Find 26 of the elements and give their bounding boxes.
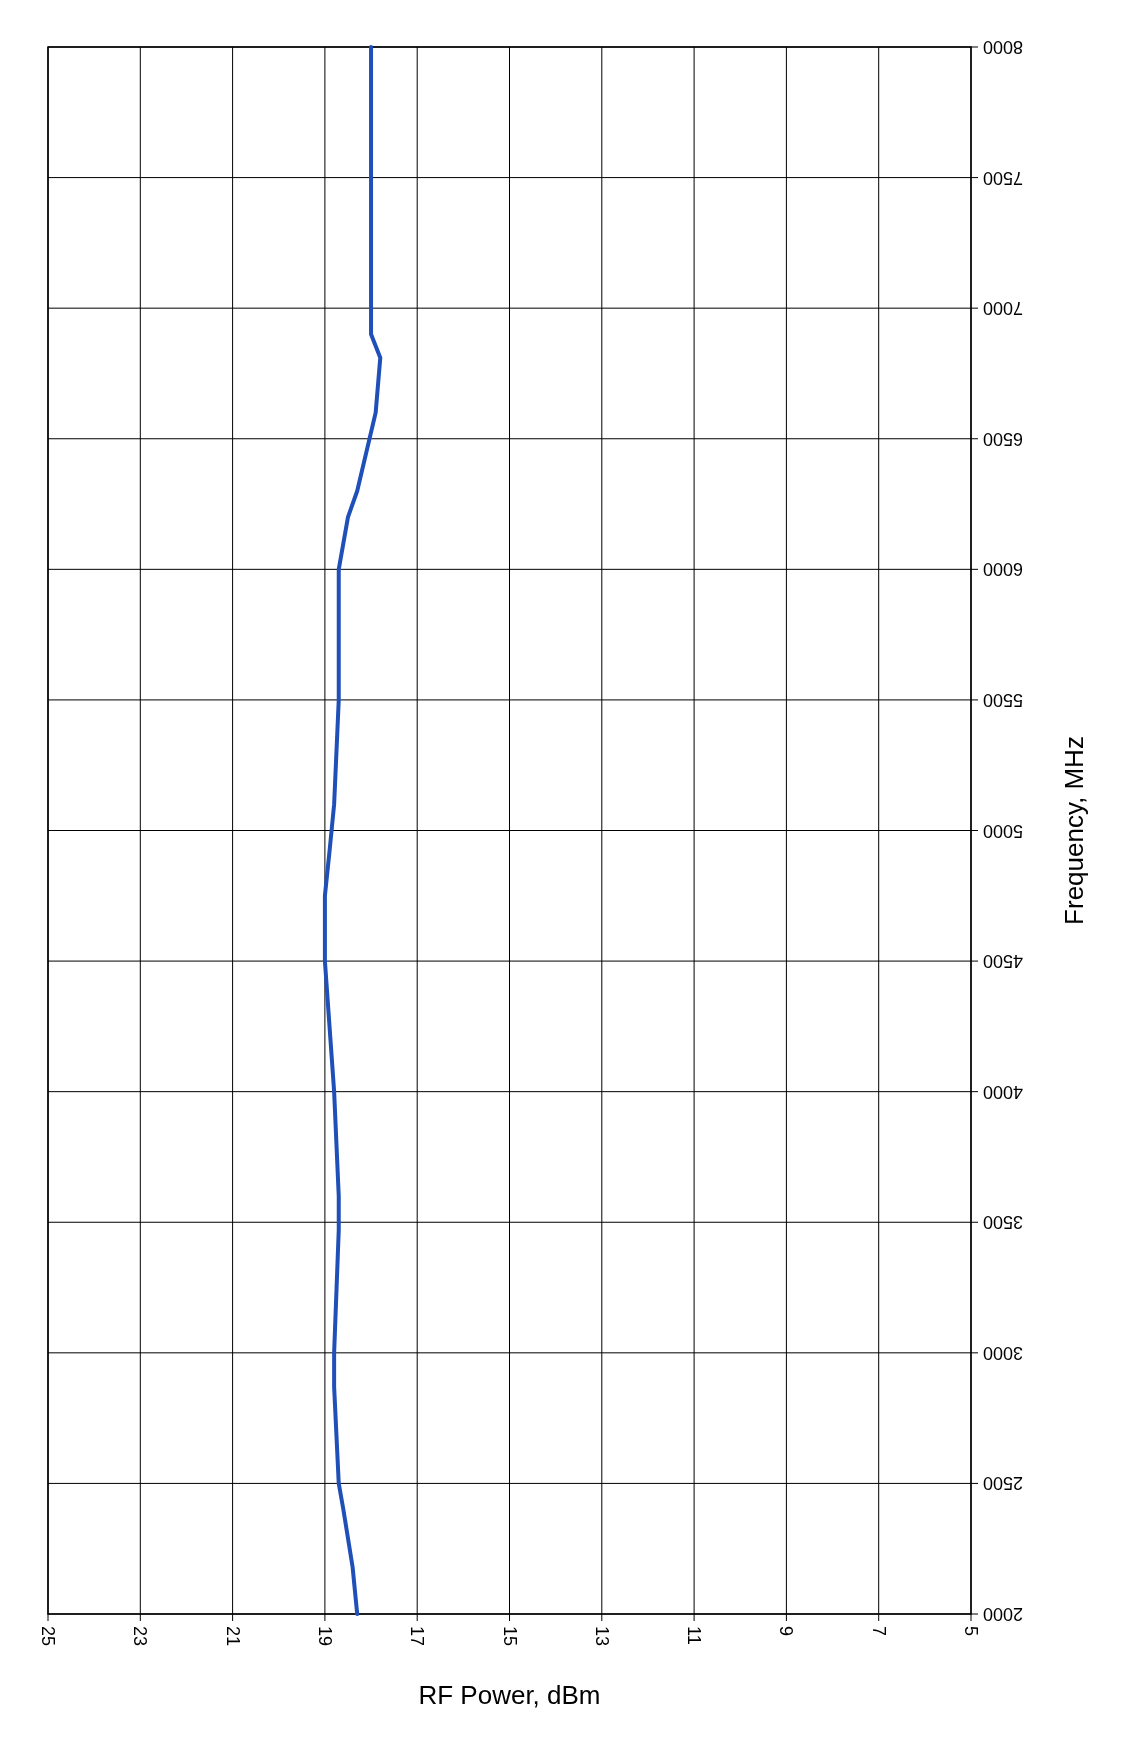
- x-tick-label: 23: [130, 1626, 151, 1647]
- y-tick-label: 3500: [983, 1212, 1024, 1233]
- y-tick-label: 6000: [983, 559, 1024, 580]
- y-tick-label: 4000: [983, 1081, 1024, 1102]
- y-tick-label: 2500: [983, 1473, 1024, 1494]
- x-tick-label: 11: [684, 1626, 705, 1645]
- y-tick-label: 4500: [983, 951, 1024, 972]
- y-axis-title: Frequency, MHz: [1059, 736, 1089, 925]
- y-tick-label: 3000: [983, 1342, 1024, 1363]
- x-tick-label: 9: [776, 1626, 797, 1637]
- y-tick-label: 6500: [983, 428, 1024, 449]
- x-tick-label: 17: [407, 1626, 428, 1647]
- x-tick-label: 25: [38, 1626, 58, 1647]
- y-tick-label: 7000: [983, 298, 1024, 319]
- y-tick-label: 5500: [983, 689, 1024, 710]
- x-tick-label: 19: [314, 1626, 335, 1647]
- x-axis-title: RF Power, dBm: [418, 1680, 601, 1710]
- x-tick-label: 13: [591, 1626, 612, 1647]
- y-tick-label: 8000: [983, 37, 1024, 57]
- y-tick-label: 5000: [983, 820, 1024, 841]
- x-tick-label: 15: [499, 1626, 520, 1647]
- y-tick-label: 7500: [983, 167, 1024, 188]
- x-tick-label: 21: [222, 1626, 243, 1647]
- y-tick-label: 2000: [983, 1604, 1024, 1624]
- x-tick-label: 5: [961, 1626, 981, 1637]
- x-tick-label: 7: [868, 1626, 889, 1637]
